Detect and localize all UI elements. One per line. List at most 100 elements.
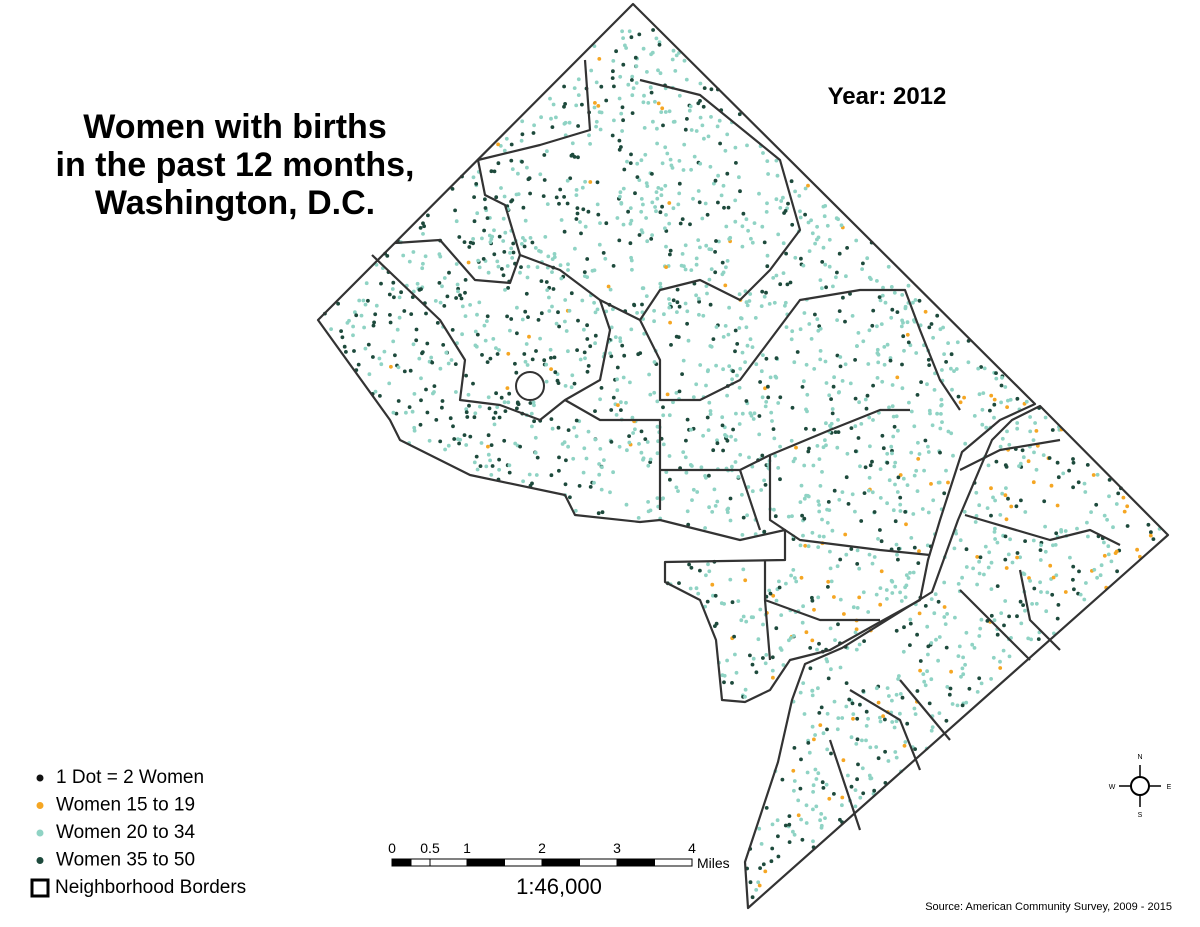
dot [714,363,718,368]
dot [817,641,821,646]
dot [599,84,604,89]
dot [829,751,833,756]
dot [772,436,777,441]
dot [905,483,910,487]
dot [1107,478,1112,482]
dot [736,475,741,479]
dot [520,317,525,322]
dot [637,442,641,446]
dot [576,124,580,128]
dot [917,452,922,456]
dot [878,298,883,303]
dot [475,312,479,317]
dot [1010,560,1015,565]
dot [843,362,848,367]
dot [1063,529,1068,533]
dot [762,240,767,245]
dot [879,569,884,574]
source: Source: American Community Survey, 2009 … [925,901,1172,913]
dot [716,200,720,205]
dot [593,341,597,346]
dot [476,258,480,263]
dot [893,460,898,465]
dot [395,327,400,332]
dot [554,115,558,120]
dot [810,693,815,698]
dot [907,400,911,405]
dot [655,126,659,131]
dot [1031,438,1036,442]
dot [513,361,517,366]
dot [516,402,521,407]
dot [1021,603,1025,607]
dot [408,368,413,373]
dot [588,180,593,184]
dot [900,293,905,297]
dot [533,246,538,250]
dot [789,438,794,443]
dot [356,362,361,367]
dot [677,304,682,309]
dot [1051,543,1055,548]
dot [702,136,706,141]
dot [472,415,477,420]
dot [894,692,899,697]
dot [975,555,980,559]
dot [1151,537,1156,541]
dot [715,441,720,446]
dot [566,428,571,432]
dot [825,727,829,732]
dot [1061,471,1066,476]
dot [453,208,457,213]
dot [617,444,622,449]
dot [799,817,803,822]
dot [1146,522,1151,527]
dot [971,566,975,571]
dot [760,289,765,294]
dot [366,298,370,303]
dot [800,620,805,625]
dot [657,42,662,47]
dot [733,328,738,333]
dot [357,298,362,303]
dot [897,674,901,678]
dot [827,237,832,242]
legend-label: Women 15 to 19 [56,795,195,816]
dot [757,826,762,831]
dot [985,506,990,510]
dot [824,381,829,385]
dot [783,209,788,213]
dot [583,274,587,278]
dot [642,331,647,336]
dot [789,337,794,342]
dot [1029,637,1033,642]
dot [813,767,818,772]
dot [526,315,530,319]
dot [542,153,547,157]
dot [594,119,599,124]
dot [904,573,909,577]
neighborhood-border [519,78,802,322]
dot [446,443,451,448]
dot [913,747,917,751]
dot [989,560,994,565]
dot [1125,524,1130,528]
dot [683,243,688,248]
dot [946,480,950,485]
dot [1094,502,1099,507]
dot [870,490,875,495]
dot [931,498,936,503]
dot [734,411,738,416]
dot [752,411,757,416]
dot [489,443,494,447]
dot [750,464,755,469]
dot [711,337,716,341]
dot [1022,572,1027,577]
dot [744,399,749,403]
dot [802,311,807,315]
dot [391,339,396,344]
dot [676,335,681,339]
dot [840,795,845,800]
dot [646,101,651,105]
dot [1000,491,1005,496]
